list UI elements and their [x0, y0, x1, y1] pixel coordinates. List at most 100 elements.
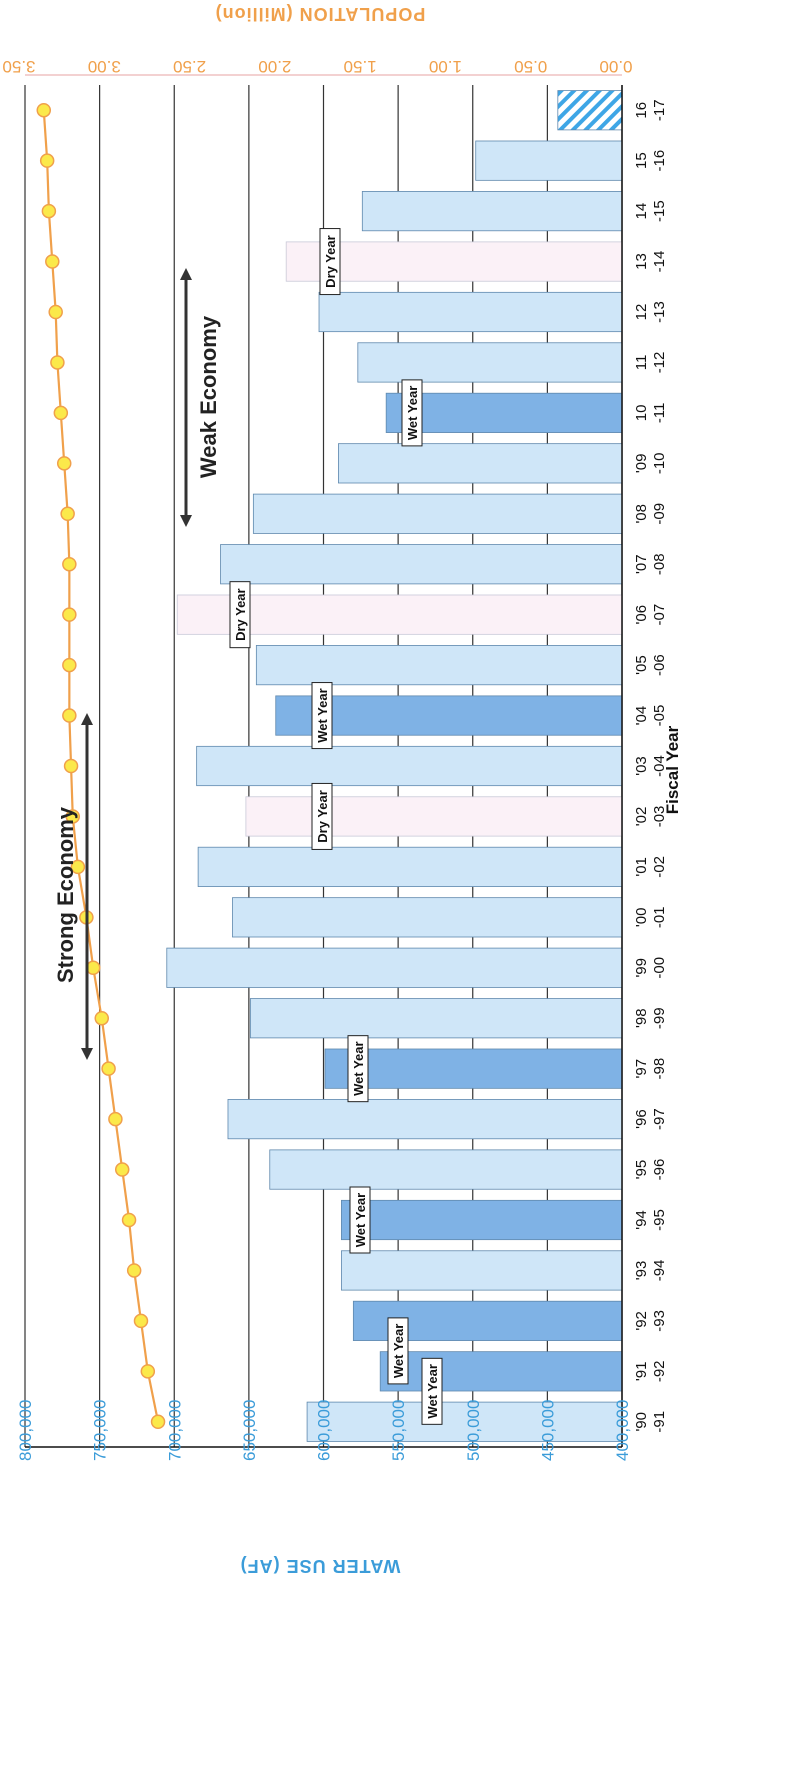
year-tag-label-6: Dry Year — [233, 588, 248, 641]
x-tick-year-8: '98 — [633, 1008, 650, 1028]
weak-economy-arrow-head-top — [180, 268, 192, 280]
y-tick-label-8: 800,000 — [16, 1400, 35, 1461]
year-tag-label-1: Wet Year — [391, 1324, 406, 1378]
y-tick-label-0: 400,000 — [613, 1400, 632, 1461]
y-axis-title: WATER USE (AF) — [240, 1556, 401, 1576]
x-tick-year-15: '05 — [633, 655, 650, 675]
strong-economy-label: Strong Economy — [53, 806, 78, 983]
year-tag-box-6 — [229, 581, 251, 649]
x-tick-year-11: '01 — [633, 857, 650, 877]
bar-9 — [166, 947, 623, 988]
x-tick-year-9: '99 — [633, 958, 650, 978]
x-tick-year-3: '93 — [633, 1261, 650, 1281]
population-point-18 — [60, 506, 75, 522]
population-point-15 — [62, 657, 77, 673]
annotations: Strong Economy Weak Economy Wet Year Wet Ye… — [53, 228, 443, 1425]
x-tick-year-7: '97 — [633, 1059, 650, 1079]
tick-labels: 400,000 450,000 500,000 550,000 600,000 650,0… — [2, 57, 668, 1461]
year-tag-label-7: Wet Year — [405, 386, 420, 440]
population-point-6 — [108, 1111, 123, 1127]
year-tag-5: Wet Year — [311, 682, 333, 750]
x-tick-range-9: -00 — [651, 957, 668, 979]
population-point-22 — [48, 304, 63, 320]
x-tick-year-20: 10 — [633, 405, 650, 422]
y-tick-label-7: 750,000 — [91, 1400, 110, 1461]
bar-17 — [220, 544, 623, 585]
year-tag-8: Dry Year — [319, 228, 341, 296]
year-tag-box-1 — [387, 1317, 409, 1385]
x-tick-year-24: 14 — [633, 203, 650, 220]
year-tag-label-0: Wet Year — [425, 1364, 440, 1418]
y2-tick-label-3: 1.50 — [344, 57, 377, 76]
bar-14 — [275, 695, 623, 736]
population-point-5 — [114, 1162, 130, 1177]
year-tag-box-4 — [311, 782, 333, 850]
bar-4 — [341, 1199, 623, 1241]
x-tick-year-10: '00 — [633, 908, 650, 928]
x-tick-year-22: 12 — [633, 304, 650, 321]
population-point-17 — [62, 556, 77, 572]
x-tick-range-22: -13 — [651, 301, 668, 323]
x-tick-year-6: '96 — [633, 1109, 650, 1129]
y-tick-label-4: 600,000 — [315, 1400, 334, 1461]
x-tick-year-17: '07 — [633, 554, 650, 574]
x-tick-range-23: -14 — [651, 251, 668, 273]
bar-7 — [324, 1048, 623, 1089]
bar-18 — [252, 493, 623, 534]
x-tick-range-26: -17 — [651, 99, 668, 121]
year-tag-0: Wet Year — [421, 1357, 443, 1425]
population-point-4 — [121, 1212, 137, 1228]
bar-8 — [249, 998, 623, 1039]
bar-11 — [197, 846, 623, 887]
x-tick-year-12: '02 — [633, 807, 650, 827]
x-tick-range-0: -91 — [651, 1411, 668, 1433]
axes — [25, 85, 623, 1448]
y-tick-label-6: 700,000 — [165, 1400, 184, 1461]
year-tag-box-5 — [311, 682, 333, 750]
x-tick-year-2: '92 — [633, 1311, 650, 1331]
population-point-24 — [41, 203, 57, 219]
x-axis-title: Fiscal Year — [663, 725, 682, 814]
year-tag-box-3 — [347, 1035, 369, 1103]
bar-23 — [285, 241, 623, 282]
year-tag-6: Dry Year — [229, 581, 251, 649]
x-tick-range-20: -11 — [651, 403, 668, 424]
bar-21 — [357, 342, 623, 383]
x-tick-range-11: -02 — [651, 856, 668, 878]
x-tick-range-10: -01 — [651, 906, 668, 928]
bar-15 — [255, 645, 623, 686]
x-tick-range-21: -12 — [651, 352, 668, 374]
x-tick-year-14: '04 — [633, 706, 650, 726]
bar-22 — [318, 291, 623, 333]
population-point-3 — [126, 1263, 142, 1278]
population-point-26 — [36, 102, 52, 118]
strong-economy-arrow-head-top — [81, 713, 93, 725]
bar-1 — [379, 1351, 623, 1392]
x-tick-range-18: -09 — [651, 503, 668, 525]
population-point-11 — [70, 859, 86, 875]
x-tick-year-4: '94 — [633, 1210, 650, 1230]
population-line — [36, 102, 166, 1430]
bar-5 — [269, 1149, 623, 1190]
year-tag-label-8: Dry Year — [323, 235, 338, 288]
bar-26 — [557, 90, 623, 131]
population-point-20 — [53, 405, 69, 421]
population-point-16 — [62, 607, 77, 622]
water-use-bars — [166, 90, 623, 1442]
x-tick-year-23: 13 — [633, 253, 650, 270]
year-tag-label-3: Wet Year — [351, 1041, 366, 1095]
population-point-9 — [85, 960, 101, 976]
x-tick-range-6: -97 — [651, 1108, 668, 1130]
x-tick-year-16: '06 — [633, 605, 650, 625]
x-tick-year-18: '08 — [633, 504, 650, 524]
year-tag-box-7 — [401, 379, 423, 447]
population-point-12 — [65, 809, 81, 824]
x-tick-range-25: -16 — [651, 150, 668, 172]
population-point-7 — [101, 1061, 116, 1076]
y-tick-label-2: 500,000 — [464, 1400, 483, 1461]
x-tick-year-1: '91 — [633, 1362, 650, 1382]
bar-20 — [385, 392, 623, 433]
bar-16 — [176, 594, 623, 635]
strong-economy-arrow — [81, 713, 93, 1060]
